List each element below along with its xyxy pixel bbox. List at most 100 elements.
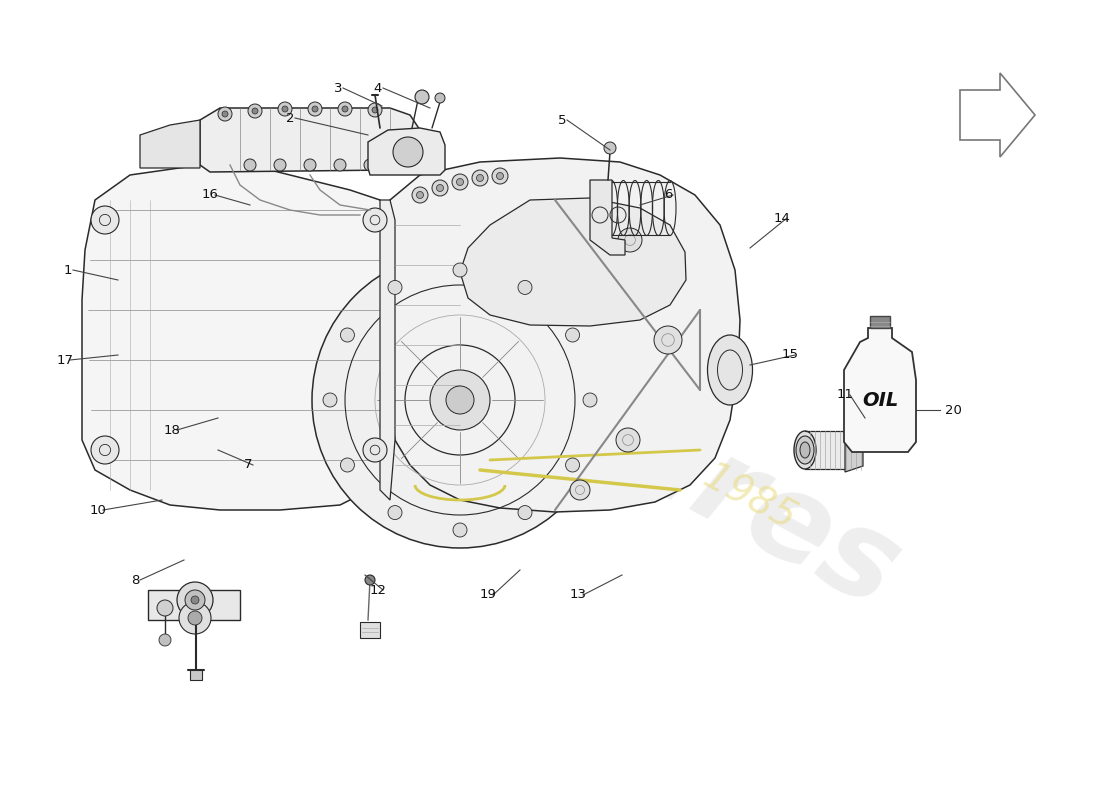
Circle shape xyxy=(244,159,256,171)
Text: 5: 5 xyxy=(558,114,566,126)
Text: eurospares: eurospares xyxy=(182,167,918,633)
Circle shape xyxy=(278,102,292,116)
Circle shape xyxy=(308,102,322,116)
Text: OIL: OIL xyxy=(862,390,898,410)
Circle shape xyxy=(618,228,642,252)
Circle shape xyxy=(417,191,424,198)
Polygon shape xyxy=(190,670,202,680)
Circle shape xyxy=(222,111,228,117)
Circle shape xyxy=(191,596,199,604)
Circle shape xyxy=(434,93,446,103)
Circle shape xyxy=(252,108,258,114)
Circle shape xyxy=(565,328,580,342)
Polygon shape xyxy=(590,180,625,255)
Circle shape xyxy=(177,582,213,618)
Polygon shape xyxy=(379,200,395,500)
Circle shape xyxy=(363,438,387,462)
Circle shape xyxy=(312,252,608,548)
Polygon shape xyxy=(845,428,864,472)
Circle shape xyxy=(456,178,463,186)
Circle shape xyxy=(323,393,337,407)
Polygon shape xyxy=(805,431,845,469)
Circle shape xyxy=(368,103,382,117)
Circle shape xyxy=(446,386,474,414)
Text: 18: 18 xyxy=(164,423,180,437)
Circle shape xyxy=(91,206,119,234)
Ellipse shape xyxy=(796,436,814,464)
Circle shape xyxy=(393,137,424,167)
Circle shape xyxy=(179,602,211,634)
Circle shape xyxy=(304,159,316,171)
Circle shape xyxy=(453,523,468,537)
Text: 7: 7 xyxy=(244,458,252,471)
Text: 17: 17 xyxy=(56,354,74,366)
Text: since 1985: since 1985 xyxy=(597,403,803,537)
Circle shape xyxy=(430,370,490,430)
Circle shape xyxy=(654,326,682,354)
Text: 14: 14 xyxy=(773,211,791,225)
Circle shape xyxy=(388,281,401,294)
Circle shape xyxy=(518,506,532,519)
Circle shape xyxy=(518,281,532,294)
Text: 2: 2 xyxy=(286,111,295,125)
Circle shape xyxy=(452,174,468,190)
Circle shape xyxy=(372,107,378,113)
Polygon shape xyxy=(870,316,890,328)
Circle shape xyxy=(388,506,401,519)
Circle shape xyxy=(453,263,468,277)
Circle shape xyxy=(432,180,448,196)
Circle shape xyxy=(476,174,484,182)
Circle shape xyxy=(365,575,375,585)
Text: 3: 3 xyxy=(333,82,342,94)
Text: 16: 16 xyxy=(201,189,219,202)
Circle shape xyxy=(492,168,508,184)
Ellipse shape xyxy=(794,431,816,469)
Circle shape xyxy=(157,600,173,616)
Polygon shape xyxy=(368,128,446,175)
Circle shape xyxy=(340,328,354,342)
Circle shape xyxy=(565,458,580,472)
Text: a passion for cars: a passion for cars xyxy=(374,254,626,406)
Text: 19: 19 xyxy=(480,589,496,602)
Circle shape xyxy=(91,436,119,464)
Circle shape xyxy=(185,590,205,610)
Circle shape xyxy=(340,458,354,472)
Text: 13: 13 xyxy=(570,589,586,602)
Circle shape xyxy=(342,106,348,112)
Circle shape xyxy=(312,106,318,112)
Polygon shape xyxy=(360,622,379,638)
Circle shape xyxy=(218,107,232,121)
Circle shape xyxy=(364,159,376,171)
Text: 15: 15 xyxy=(781,349,799,362)
Polygon shape xyxy=(140,120,200,168)
Circle shape xyxy=(282,106,288,112)
Polygon shape xyxy=(200,108,420,172)
Circle shape xyxy=(363,208,387,232)
Circle shape xyxy=(616,428,640,452)
Circle shape xyxy=(412,187,428,203)
Circle shape xyxy=(334,159,346,171)
Polygon shape xyxy=(148,590,240,620)
Text: 11: 11 xyxy=(836,389,854,402)
Circle shape xyxy=(248,104,262,118)
Text: 10: 10 xyxy=(89,503,107,517)
Circle shape xyxy=(160,634,170,646)
Circle shape xyxy=(604,142,616,154)
Ellipse shape xyxy=(707,335,752,405)
Circle shape xyxy=(570,480,590,500)
Text: 20: 20 xyxy=(945,403,961,417)
Polygon shape xyxy=(844,328,916,452)
Circle shape xyxy=(496,173,504,179)
Circle shape xyxy=(472,170,488,186)
Circle shape xyxy=(274,159,286,171)
Ellipse shape xyxy=(800,442,810,458)
Polygon shape xyxy=(390,158,740,512)
Circle shape xyxy=(437,185,443,191)
Polygon shape xyxy=(460,198,686,326)
Text: 4: 4 xyxy=(374,82,382,94)
Circle shape xyxy=(415,90,429,104)
Text: 8: 8 xyxy=(131,574,140,586)
Circle shape xyxy=(338,102,352,116)
Text: 12: 12 xyxy=(370,583,386,597)
Text: 6: 6 xyxy=(663,189,672,202)
